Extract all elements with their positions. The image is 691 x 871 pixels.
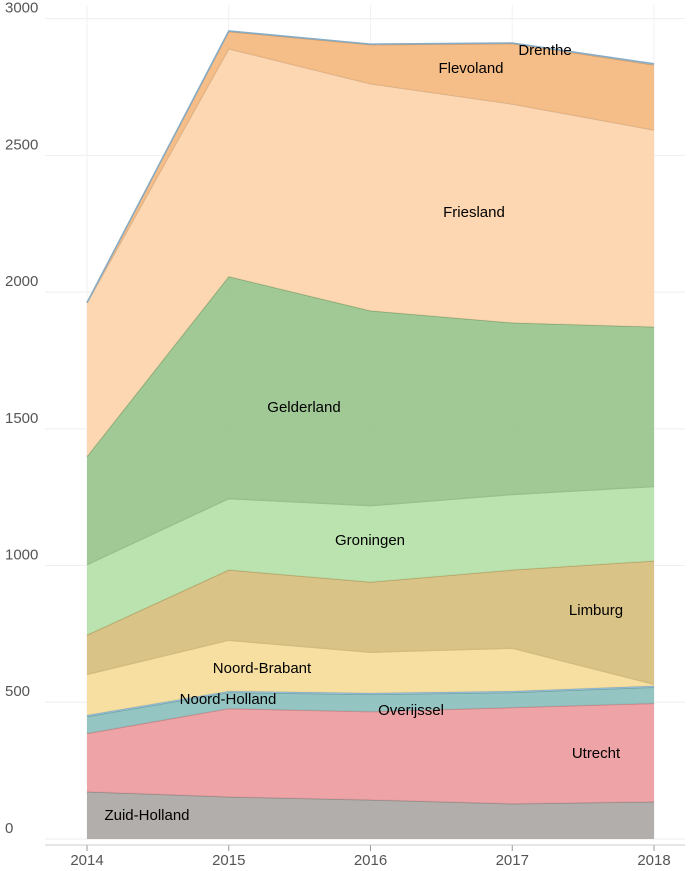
series-label: Overijssel — [378, 702, 444, 719]
y-tick-label: 1500 — [5, 410, 38, 427]
x-tick-label: 2015 — [212, 852, 245, 869]
y-tick-label: 500 — [5, 683, 30, 700]
area — [87, 31, 654, 303]
x-tick-label: 2017 — [496, 852, 529, 869]
series-label: Groningen — [335, 532, 405, 549]
area — [87, 486, 654, 636]
x-tick-label: 2016 — [354, 852, 387, 869]
series-label: Utrecht — [572, 745, 621, 762]
series-label: Zuid-Holland — [104, 807, 189, 824]
y-tick-label: 2000 — [5, 273, 38, 290]
series-label: Limburg — [569, 602, 623, 619]
area — [87, 687, 654, 734]
series-label: Flevoland — [438, 60, 503, 77]
area — [87, 791, 654, 839]
series-label: Noord-Brabant — [213, 660, 312, 677]
area — [87, 640, 654, 716]
x-tick-label: 2018 — [637, 852, 670, 869]
series-label: Drenthe — [518, 42, 571, 59]
area-edge — [86, 30, 655, 304]
area — [87, 276, 654, 565]
area — [87, 48, 654, 457]
x-tick-label: 2014 — [70, 852, 103, 869]
area — [87, 685, 654, 717]
y-tick-label: 2500 — [5, 136, 38, 153]
series-label: Noord-Holland — [180, 691, 277, 708]
series-label: Gelderland — [267, 399, 340, 416]
area — [87, 703, 654, 804]
y-tick-label: 1000 — [5, 547, 38, 564]
series-label: Friesland — [443, 204, 505, 221]
y-tick-label: 3000 — [5, 0, 38, 17]
area — [87, 560, 654, 685]
y-tick-label: 0 — [5, 820, 13, 837]
